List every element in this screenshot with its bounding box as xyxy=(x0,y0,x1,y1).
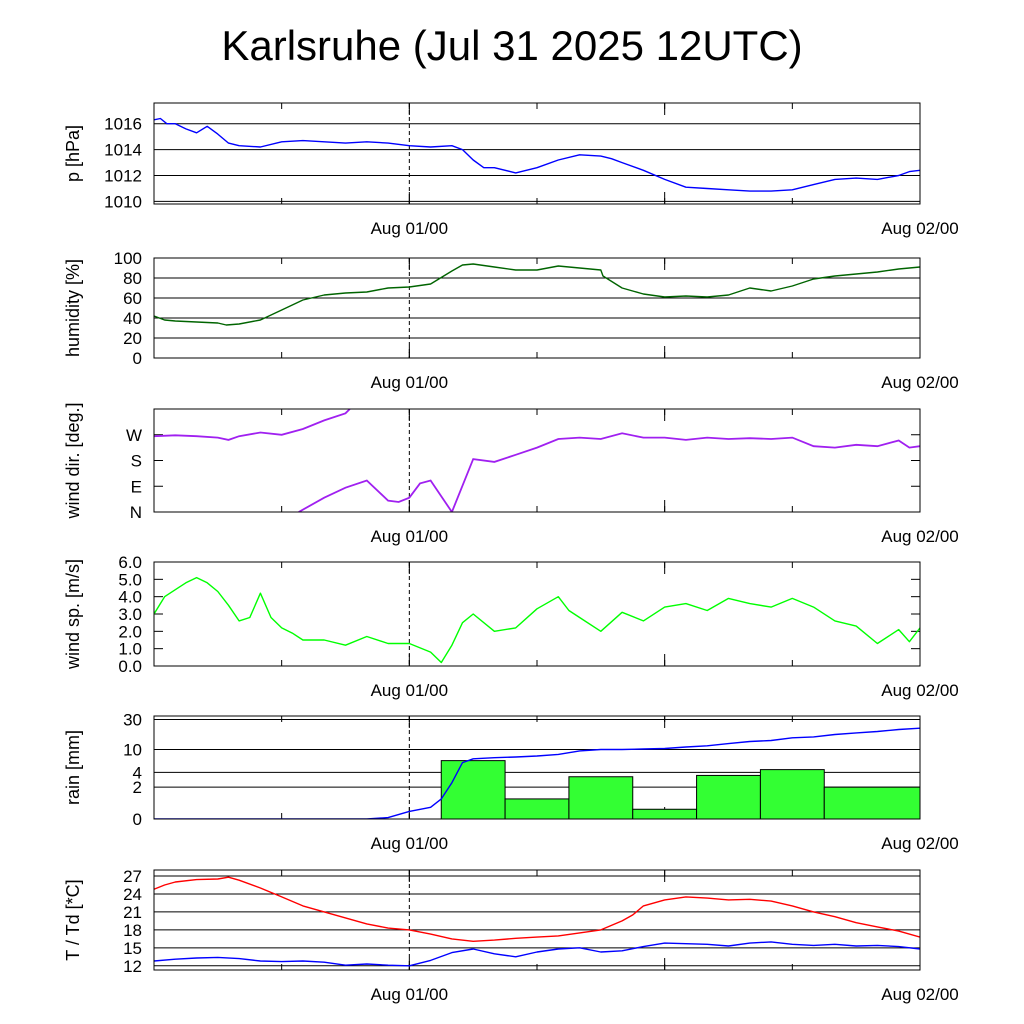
y-tick-label: 2 xyxy=(133,778,142,797)
series-wind-dir-0 xyxy=(154,409,351,441)
rain-bar xyxy=(696,774,761,820)
y-tick-label: 27 xyxy=(123,867,142,886)
y-axis-label: humidity [%] xyxy=(63,259,83,357)
series-temp-0 xyxy=(154,876,920,942)
series-humidity-0 xyxy=(154,263,920,326)
panel-frame xyxy=(153,408,921,513)
panel-rain: 0 24 10 30 Aug 01/00 Aug 02/00 rain [mm] xyxy=(63,711,959,853)
y-tick-label: 1010 xyxy=(104,192,142,211)
y-tick-label: 15 xyxy=(123,939,142,958)
panel-wind-speed: 0.01.02.03.04.05.06.0 Aug 01/00 Aug 02/00 w… xyxy=(63,553,959,700)
rain-bar xyxy=(632,808,698,820)
x-tick-label: Aug 01/00 xyxy=(371,527,449,546)
panel-frame xyxy=(153,257,921,359)
x-tick-label: Aug 02/00 xyxy=(881,373,959,392)
y-tick-label: 40 xyxy=(123,309,142,328)
y-tick-label: 30 xyxy=(123,711,142,730)
y-tick-label: 18 xyxy=(123,921,142,940)
y-axis-label: T / Td [*C] xyxy=(63,879,83,960)
x-tick-label: Aug 01/00 xyxy=(371,985,449,1004)
panel-frame xyxy=(153,869,921,971)
y-tick-label: 12 xyxy=(123,957,142,976)
y-tick-label: W xyxy=(126,426,142,445)
x-tick-label: Aug 02/00 xyxy=(881,834,959,853)
x-tick-label: Aug 02/00 xyxy=(881,985,959,1004)
rain-bar xyxy=(568,776,634,820)
y-tick-label: 5.0 xyxy=(118,570,142,589)
x-tick-label: Aug 01/00 xyxy=(371,373,449,392)
y-tick-label: S xyxy=(131,452,142,471)
y-tick-label: 6.0 xyxy=(118,553,142,572)
y-tick-label: 4 xyxy=(133,763,142,782)
y-axis-label: wind dir. [deg.] xyxy=(63,402,83,519)
x-tick-label: Aug 02/00 xyxy=(881,681,959,700)
y-axis-label: p [hPa] xyxy=(63,125,83,182)
rain-bar xyxy=(759,769,825,820)
x-tick-label: Aug 01/00 xyxy=(371,681,449,700)
y-axis-label: wind sp. [m/s] xyxy=(63,559,83,670)
y-tick-label: 0 xyxy=(133,810,142,829)
y-tick-label: 1012 xyxy=(104,167,142,186)
panel-pressure: 1010 1012 1014 1016 Aug 01/00 Aug 02/00 p [hPa… xyxy=(63,102,959,238)
rain-bar xyxy=(504,798,570,820)
rain-bar xyxy=(440,760,506,820)
y-tick-label: N xyxy=(130,503,142,522)
x-tick-label: Aug 02/00 xyxy=(881,219,959,238)
series-wind-dir-1 xyxy=(298,432,920,512)
panel-frame xyxy=(153,561,921,667)
panel-frame xyxy=(153,715,921,820)
x-tick-label: Aug 02/00 xyxy=(881,527,959,546)
y-tick-label: 21 xyxy=(123,903,142,922)
x-tick-label: Aug 01/00 xyxy=(371,834,449,853)
y-tick-label: 1014 xyxy=(104,141,142,160)
y-tick-label: 0 xyxy=(133,349,142,368)
page-title: Karlsruhe (Jul 31 2025 12UTC) xyxy=(221,22,803,69)
x-tick-label: Aug 01/00 xyxy=(371,219,449,238)
y-axis-label: rain [mm] xyxy=(63,730,83,805)
series-pressure-0 xyxy=(154,117,920,192)
y-tick-label: 0.0 xyxy=(118,657,142,676)
series-rain-0 xyxy=(154,727,920,819)
y-tick-label: 1016 xyxy=(104,115,142,134)
y-tick-label: E xyxy=(131,477,142,496)
y-tick-label: 4.0 xyxy=(118,588,142,607)
y-tick-label: 2.0 xyxy=(118,622,142,641)
y-tick-label: 20 xyxy=(123,329,142,348)
series-temp-1 xyxy=(154,941,920,967)
y-tick-label: 60 xyxy=(123,289,142,308)
y-tick-label: 24 xyxy=(123,885,142,904)
y-tick-label: 80 xyxy=(123,269,142,288)
y-tick-label: 10 xyxy=(123,741,142,760)
panel-frame xyxy=(153,102,921,205)
y-tick-label: 100 xyxy=(114,249,142,268)
series-wind-speed-0 xyxy=(154,576,920,664)
y-tick-label: 3.0 xyxy=(118,605,142,624)
rain-bar xyxy=(823,786,921,820)
y-tick-label: 1.0 xyxy=(118,640,142,659)
